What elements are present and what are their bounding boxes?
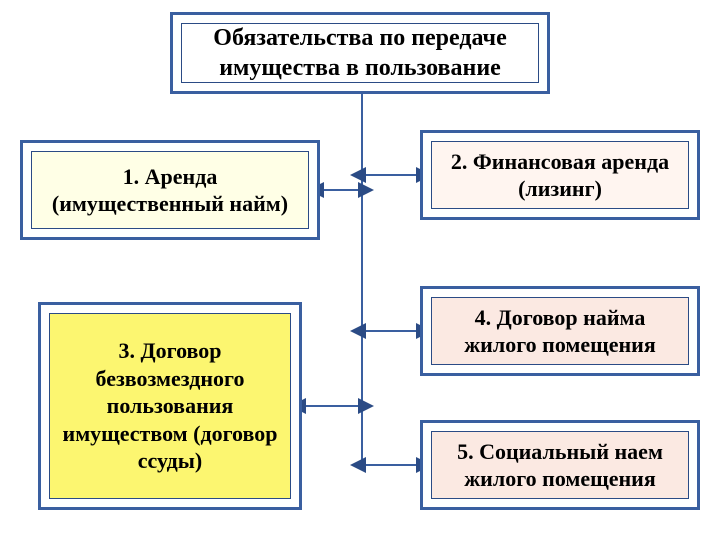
box-4-text: 4. Договор найма жилого помещения bbox=[438, 304, 682, 359]
title-inner: Обязательства по передаче имущества в по… bbox=[181, 23, 539, 83]
box-1-text: 1. Аренда (имущественный найм) bbox=[38, 163, 302, 218]
box-5: 5. Социальный наем жилого помещения bbox=[420, 420, 700, 510]
box-3-text: 3. Договор безвозмездного пользования им… bbox=[56, 337, 284, 475]
box-3: 3. Договор безвозмездного пользования им… bbox=[38, 302, 302, 510]
box-3-inner: 3. Договор безвозмездного пользования им… bbox=[49, 313, 291, 499]
box-5-text: 5. Социальный наем жилого помещения bbox=[438, 438, 682, 493]
box-2-text: 2. Финансовая аренда (лизинг) bbox=[438, 148, 682, 203]
box-1: 1. Аренда (имущественный найм) bbox=[20, 140, 320, 240]
box-2-inner: 2. Финансовая аренда (лизинг) bbox=[431, 141, 689, 209]
box-5-inner: 5. Социальный наем жилого помещения bbox=[431, 431, 689, 499]
box-2: 2. Финансовая аренда (лизинг) bbox=[420, 130, 700, 220]
box-1-inner: 1. Аренда (имущественный найм) bbox=[31, 151, 309, 229]
title-text: Обязательства по передаче имущества в по… bbox=[188, 23, 532, 83]
box-4-inner: 4. Договор найма жилого помещения bbox=[431, 297, 689, 365]
box-4: 4. Договор найма жилого помещения bbox=[420, 286, 700, 376]
title-box: Обязательства по передаче имущества в по… bbox=[170, 12, 550, 94]
